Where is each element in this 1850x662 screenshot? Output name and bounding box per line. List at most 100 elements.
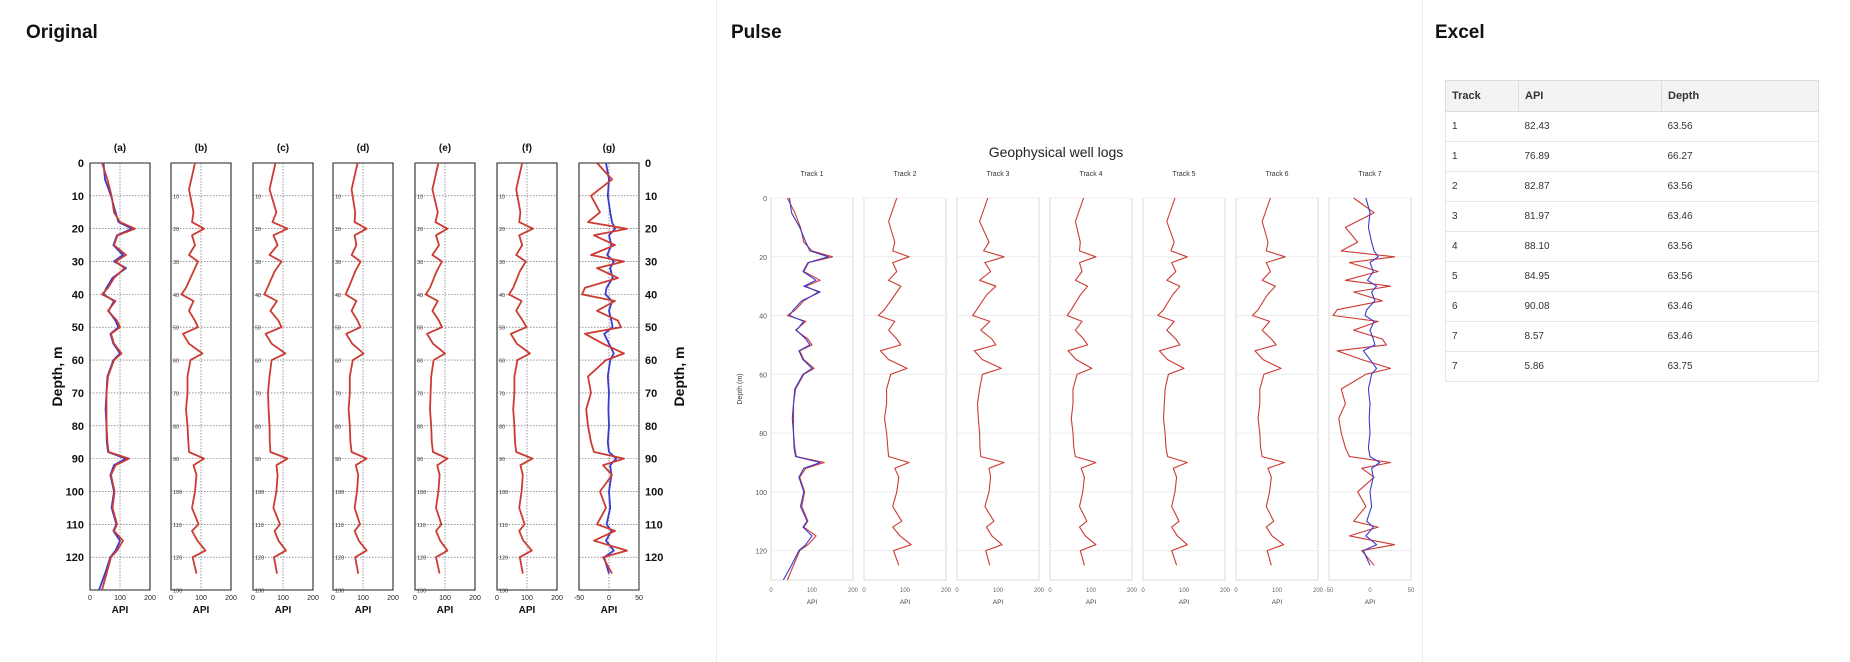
x-axis-label: API: [601, 605, 618, 616]
y-tick-label-right: 100: [645, 486, 663, 498]
series-line-red: [1066, 197, 1097, 566]
cell-api: 81.97: [1518, 201, 1662, 232]
excel-panel: Excel Track API Depth 1 82.43 63.56 1 76.89 6…: [1422, 0, 1850, 662]
cell-depth: 63.56: [1661, 111, 1819, 142]
table-row: 7 8.57 63.46: [1445, 321, 1819, 352]
x-tick-label: 200: [1313, 588, 1324, 594]
track-name: Track 4: [1079, 171, 1102, 178]
header-track: Track: [1445, 80, 1519, 112]
x-tick-label: -50: [1325, 588, 1334, 594]
x-axis-label: API: [1365, 599, 1376, 606]
cell-depth: 63.46: [1661, 201, 1819, 232]
inner-y-tick-label: 120: [335, 556, 344, 562]
x-axis-label: API: [807, 599, 818, 606]
cell-track: 7: [1445, 351, 1519, 382]
x-axis-label: API: [1086, 599, 1097, 606]
x-tick-label: -50: [574, 595, 584, 602]
table-row: 1 76.89 66.27: [1445, 141, 1819, 172]
table-row: 2 82.87 63.56: [1445, 171, 1819, 202]
x-tick-label: 100: [439, 595, 451, 602]
inner-y-tick-label: 70: [417, 391, 423, 397]
track-2: Track 2 0 100 200 API: [862, 171, 951, 606]
original-well-log-figure: Depth, m Depth, m 0 0 10 10 20 20 30 30 40 40 50 50 60…: [49, 143, 687, 616]
inner-y-tick-label: 50: [255, 326, 261, 332]
inner-y-tick-label: 90: [335, 457, 341, 463]
cell-depth: 63.56: [1661, 261, 1819, 292]
series-line-red: [1157, 197, 1188, 566]
y-tick-label-left: 50: [72, 322, 84, 334]
cell-depth: 66.27: [1661, 141, 1819, 172]
y-tick-label-left: 110: [66, 519, 84, 531]
inner-y-tick-label: 20: [255, 227, 261, 233]
cell-api: 5.86: [1518, 351, 1662, 382]
cell-track: 6: [1445, 291, 1519, 322]
cell-depth: 63.46: [1661, 321, 1819, 352]
x-tick-label: 100: [1086, 588, 1097, 594]
y-tick-label-left: 80: [72, 421, 84, 433]
inner-y-tick-label: 10: [417, 194, 423, 200]
inner-y-tick-label: 120: [499, 556, 508, 562]
x-tick-label: 100: [1272, 588, 1283, 594]
track-name: Track 7: [1358, 171, 1381, 178]
inner-y-tick-label: 30: [173, 260, 179, 266]
table-row: 5 84.95 63.56: [1445, 261, 1819, 292]
track-name: Track 6: [1265, 171, 1288, 178]
x-tick-label: 0: [495, 595, 499, 602]
x-tick-label: 200: [1034, 588, 1045, 594]
y-tick-label-right: 50: [645, 322, 657, 334]
y-axis-label: Depth (m): [737, 373, 744, 404]
inner-y-tick-label: 120: [255, 556, 264, 562]
header-depth: Depth: [1661, 80, 1819, 112]
cell-track: 4: [1445, 231, 1519, 262]
y-tick-label-left: 60: [72, 355, 84, 367]
cell-track: 1: [1445, 141, 1519, 172]
track-letter: (a): [114, 143, 126, 154]
y-tick-label-left: 0: [78, 158, 84, 170]
series-line-red: [1332, 197, 1396, 566]
cell-depth: 63.75: [1661, 351, 1819, 382]
inner-y-tick-label: 70: [335, 391, 341, 397]
x-tick-label: 100: [900, 588, 911, 594]
series-line-red: [786, 197, 834, 581]
original-track-(g): (g) -50 0 50 API: [574, 143, 643, 616]
x-tick-label: 0: [1048, 588, 1052, 594]
x-tick-label: 0: [331, 595, 335, 602]
track-name: Track 2: [893, 171, 916, 178]
inner-y-tick-label: 10: [335, 194, 341, 200]
inner-y-tick-label: 60: [417, 359, 423, 365]
x-tick-label: 0: [1368, 588, 1372, 594]
inner-y-tick-label: 100: [417, 490, 426, 496]
x-tick-label: 200: [307, 595, 319, 602]
x-tick-label: 100: [521, 595, 533, 602]
y-tick-label-left: 90: [72, 454, 84, 466]
inner-y-tick-label: 20: [499, 227, 505, 233]
inner-y-tick-label: 60: [255, 359, 261, 365]
cell-track: 7: [1445, 321, 1519, 352]
track-1: Track 1 0 100 200 API: [769, 171, 858, 606]
x-tick-label: 100: [357, 595, 369, 602]
y-tick-label: 60: [759, 372, 767, 379]
y-tick-label-right: 0: [645, 158, 651, 170]
y-tick-label: 20: [759, 255, 767, 262]
inner-y-tick-label: 80: [499, 424, 505, 430]
x-tick-label: 0: [1234, 588, 1238, 594]
table-row: 1 82.43 63.56: [1445, 111, 1819, 142]
series-line-blue: [782, 197, 829, 581]
x-tick-label: 200: [144, 595, 156, 602]
x-tick-label: 100: [114, 595, 126, 602]
header-api: API: [1518, 80, 1662, 112]
x-axis-label: API: [112, 605, 129, 616]
y-tick-label: 0: [763, 196, 767, 203]
x-tick-label: 0: [413, 595, 417, 602]
series-line-red: [877, 197, 912, 566]
x-tick-label: 0: [1141, 588, 1145, 594]
x-tick-label: 0: [862, 588, 866, 594]
inner-y-tick-label: 80: [335, 424, 341, 430]
inner-y-tick-label: 60: [499, 359, 505, 365]
inner-y-tick-label: 80: [417, 424, 423, 430]
inner-y-tick-label: 70: [499, 391, 505, 397]
track-name: Track 3: [986, 171, 1009, 178]
